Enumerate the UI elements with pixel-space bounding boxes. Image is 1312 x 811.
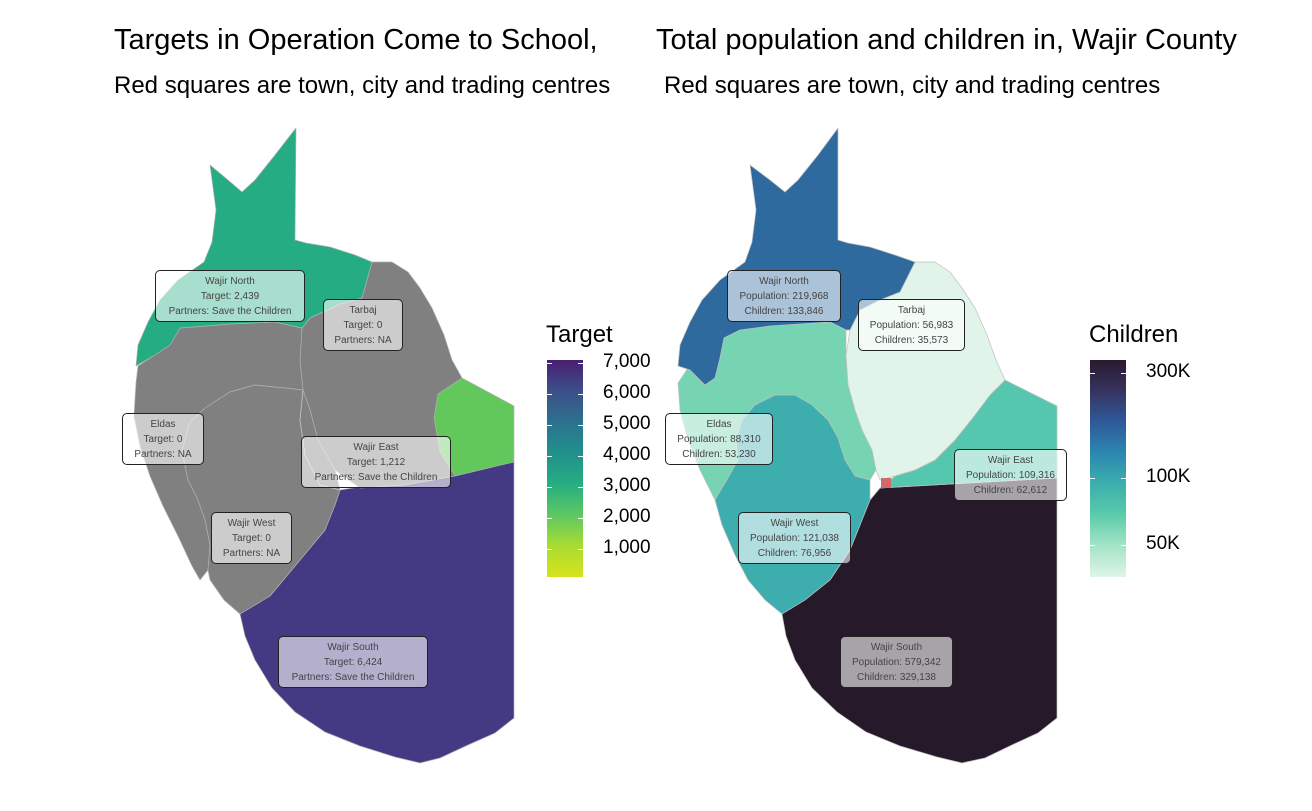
target-tick-label: 6,000 [603, 382, 651, 403]
target-legend-title: Target [546, 321, 613, 348]
label-wajir-south: Wajir South Target: 6,424 Partners: Save… [278, 636, 428, 688]
target-tick-label: 5,000 [603, 413, 651, 434]
label-wajir-north-right: Wajir North Population: 219,968 Children… [727, 270, 841, 322]
children-legend-title: Children [1089, 321, 1179, 348]
label-wajir-north: Wajir North Target: 2,439 Partners: Save… [155, 270, 305, 322]
town-marker [881, 478, 891, 488]
label-wajir-west: Wajir West Target: 0 Partners: NA [211, 512, 292, 564]
target-tick-label: 4,000 [603, 444, 651, 465]
label-eldas: Eldas Target: 0 Partners: NA [122, 413, 204, 465]
label-eldas-right: Eldas Population: 88,310 Children: 53,23… [665, 413, 773, 465]
left-map-title: Targets in Operation Come to School, [114, 24, 598, 56]
label-wajir-east: Wajir East Target: 1,212 Partners: Save … [301, 436, 451, 488]
label-tarbaj-right: Tarbaj Population: 56,983 Children: 35,5… [858, 299, 965, 351]
label-wajir-west-right: Wajir West Population: 121,038 Children:… [738, 512, 851, 564]
children-tick-label: 50K [1146, 533, 1180, 554]
target-color-bar [547, 360, 583, 577]
right-map-subtitle: Red squares are town, city and trading c… [664, 72, 1161, 99]
target-tick-label: 3,000 [603, 475, 651, 496]
target-tick-label: 7,000 [603, 351, 651, 372]
children-tick-label: 100K [1146, 466, 1191, 487]
label-wajir-east-right: Wajir East Population: 109,316 Children:… [954, 449, 1067, 501]
label-wajir-south-right: Wajir South Population: 579,342 Children… [840, 636, 953, 688]
target-tick-label: 1,000 [603, 537, 651, 558]
children-tick-label: 300K [1146, 361, 1191, 382]
right-map-title: Total population and children in, Wajir … [656, 24, 1237, 56]
left-map-subtitle: Red squares are town, city and trading c… [114, 72, 611, 99]
label-tarbaj: Tarbaj Target: 0 Partners: NA [323, 299, 403, 351]
target-tick-label: 2,000 [603, 506, 651, 527]
children-color-bar [1090, 360, 1126, 577]
